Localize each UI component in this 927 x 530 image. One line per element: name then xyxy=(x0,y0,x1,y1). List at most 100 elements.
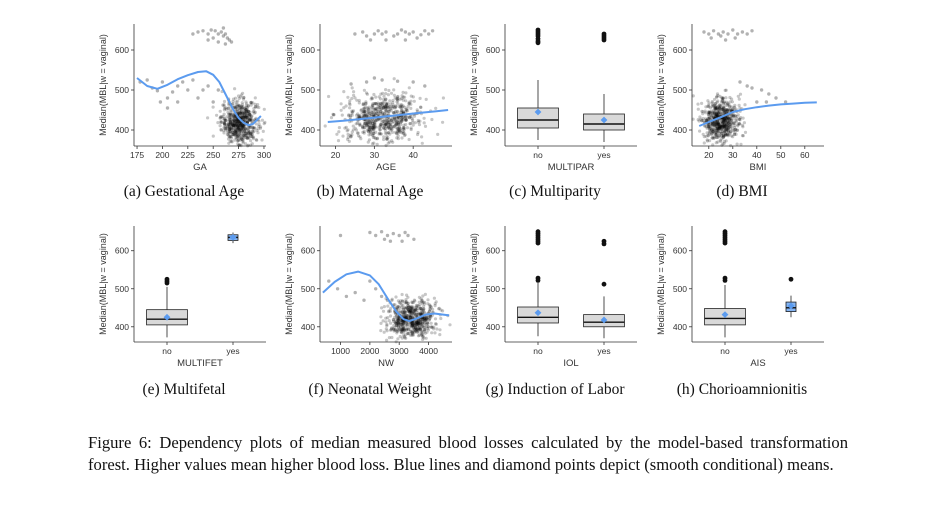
data-point xyxy=(716,93,720,98)
data-point xyxy=(401,324,405,328)
data-point xyxy=(389,91,394,95)
data-point xyxy=(710,123,714,127)
data-point xyxy=(409,312,414,316)
data-point xyxy=(218,116,222,120)
data-point xyxy=(231,99,235,104)
data-point xyxy=(244,113,248,118)
data-point xyxy=(250,132,254,136)
data-point xyxy=(252,107,256,111)
data-point xyxy=(705,131,709,135)
mean-diamond xyxy=(721,311,729,319)
data-point xyxy=(698,115,702,119)
data-point xyxy=(235,122,239,126)
data-point xyxy=(239,95,243,99)
data-point xyxy=(237,104,241,109)
data-point xyxy=(420,329,424,333)
data-point xyxy=(719,139,723,143)
data-point xyxy=(721,124,725,129)
data-point xyxy=(390,127,394,131)
data-point xyxy=(392,111,396,115)
data-point xyxy=(396,320,400,325)
data-point xyxy=(398,119,402,123)
data-point xyxy=(409,333,413,337)
data-point xyxy=(248,117,252,121)
data-point xyxy=(240,137,244,142)
data-point xyxy=(707,103,711,107)
data-point xyxy=(245,136,250,140)
data-point xyxy=(718,94,722,98)
data-point xyxy=(407,116,412,120)
data-point xyxy=(409,99,413,103)
data-point xyxy=(236,134,240,138)
data-point xyxy=(344,125,348,129)
y-tick-label: 500 xyxy=(486,284,500,294)
data-point xyxy=(247,125,251,129)
data-point xyxy=(247,129,251,133)
data-point xyxy=(394,318,398,322)
y-tick-label: 400 xyxy=(115,322,129,332)
data-point xyxy=(738,118,742,122)
data-point xyxy=(720,130,724,134)
y-tick-label: 600 xyxy=(115,246,129,256)
data-point xyxy=(227,122,231,126)
data-point xyxy=(394,312,398,316)
data-point xyxy=(225,132,229,136)
data-point xyxy=(382,126,386,130)
data-point xyxy=(407,102,411,106)
data-point xyxy=(734,118,738,122)
data-point xyxy=(405,321,409,326)
data-point xyxy=(236,123,240,127)
data-point xyxy=(405,314,409,318)
data-point xyxy=(234,100,238,104)
data-point xyxy=(221,34,226,38)
data-point xyxy=(414,314,418,318)
data-point xyxy=(366,121,370,125)
y-tick-label: 600 xyxy=(301,246,315,256)
data-point xyxy=(236,126,240,130)
data-point xyxy=(732,125,737,129)
data-point xyxy=(247,113,252,117)
data-point xyxy=(422,310,426,314)
data-point xyxy=(396,337,400,341)
data-point xyxy=(710,124,714,128)
data-point xyxy=(726,101,730,105)
data-point xyxy=(413,330,417,334)
data-point xyxy=(368,107,372,111)
data-point xyxy=(228,125,232,129)
data-point xyxy=(380,78,384,82)
data-point xyxy=(363,112,368,116)
data-point xyxy=(419,312,423,316)
data-point xyxy=(721,102,725,106)
data-point xyxy=(732,116,736,120)
data-point xyxy=(425,317,429,321)
data-point xyxy=(726,117,730,121)
data-point xyxy=(242,111,246,115)
data-point xyxy=(415,108,419,112)
data-point xyxy=(717,134,721,138)
data-point xyxy=(242,124,246,128)
data-point xyxy=(384,88,388,92)
data-point xyxy=(367,127,371,132)
data-point xyxy=(402,312,406,316)
data-point xyxy=(365,123,369,128)
data-point xyxy=(707,116,711,120)
data-point xyxy=(407,332,411,336)
data-point xyxy=(418,96,422,100)
data-point xyxy=(412,308,416,312)
data-point xyxy=(351,124,355,128)
data-point xyxy=(401,130,405,134)
data-point xyxy=(413,308,417,312)
data-point xyxy=(404,298,408,302)
data-point xyxy=(421,337,425,342)
data-point xyxy=(726,119,730,123)
data-point xyxy=(724,126,728,130)
data-point xyxy=(420,322,424,326)
data-point xyxy=(399,321,403,325)
data-point xyxy=(230,136,234,140)
data-point xyxy=(361,113,365,117)
data-point xyxy=(234,102,238,106)
data-point xyxy=(404,118,408,122)
data-point xyxy=(691,94,695,98)
data-point xyxy=(404,110,408,114)
data-point xyxy=(410,325,414,329)
